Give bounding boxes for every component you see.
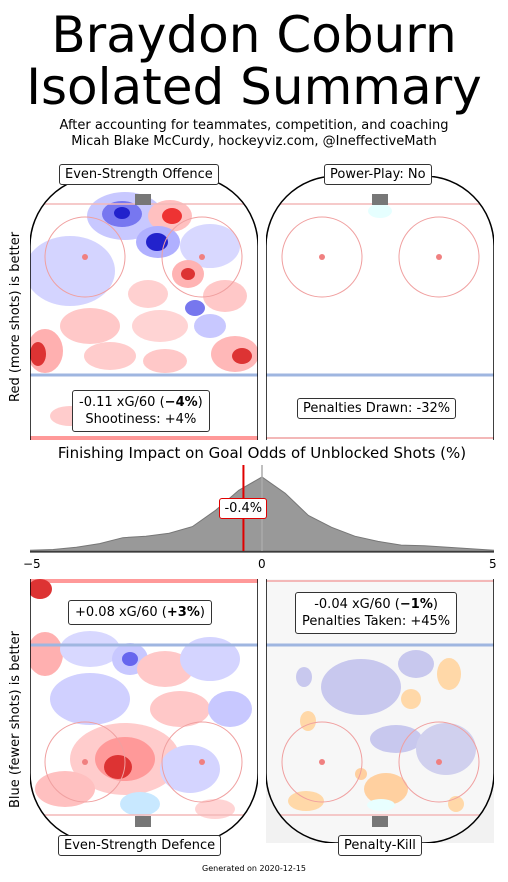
subtitle-line-2: Micah Blake McCurdy, hockeyviz.com, @Ine… bbox=[71, 134, 437, 149]
es-offence-rink bbox=[30, 176, 258, 440]
penalty-kill-xg-suffix: ) bbox=[432, 597, 438, 612]
pk-heat-blobs bbox=[288, 650, 476, 812]
penalty-kill-xg-prefix: -0.04 xG/60 ( bbox=[314, 597, 400, 612]
page-title-line-1: Braydon Coburn bbox=[51, 6, 457, 64]
es-defence-xg: +0.08 xG/60 (+3%) bbox=[75, 604, 205, 621]
es-offence-shootiness: Shootiness: +4% bbox=[85, 412, 197, 427]
y-label-bottom: Blue (fewer shots) is better bbox=[8, 631, 23, 808]
penalty-kill-label: Penalty-Kill bbox=[338, 835, 422, 856]
es-offence-xg-suffix: ) bbox=[197, 395, 203, 410]
es-defence-xg-suffix: ) bbox=[199, 605, 205, 620]
penalty-kill-xg-pct: −1% bbox=[399, 597, 433, 612]
power-play-penalties-drawn: Penalties Drawn: -32% bbox=[297, 398, 457, 419]
x-tick-zero: 0 bbox=[258, 557, 266, 571]
es-defence-xg-pct: +3% bbox=[166, 605, 200, 620]
generated-date: Generated on 2020-12-15 bbox=[202, 864, 306, 873]
es-defence-label: Even-Strength Defence bbox=[58, 835, 222, 856]
penalty-kill-stats: -0.04 xG/60 (−1%) Penalties Taken: +45% bbox=[295, 592, 458, 634]
histogram-title: Finishing Impact on Goal Odds of Unblock… bbox=[57, 444, 467, 462]
es-offence-stats: -0.11 xG/60 (−4%) Shootiness: +4% bbox=[72, 390, 210, 432]
defence-heat-blobs bbox=[30, 579, 258, 819]
subtitle-line-1: After accounting for teammates, competit… bbox=[59, 118, 449, 133]
power-play-label: Power-Play: No bbox=[324, 164, 432, 185]
es-offence-label: Even-Strength Offence bbox=[59, 164, 219, 185]
x-tick-max: 5 bbox=[489, 557, 497, 571]
es-offence-xg-prefix: -0.11 xG/60 ( bbox=[79, 395, 165, 410]
es-defence-stats: +0.08 xG/60 (+3%) bbox=[68, 600, 212, 625]
penalty-kill-penalties-taken: Penalties Taken: +45% bbox=[302, 614, 451, 629]
es-offence-xg: -0.11 xG/60 (−4%) bbox=[79, 394, 203, 411]
y-label-top: Red (more shots) is better bbox=[8, 231, 23, 402]
es-offence-xg-pct: −4% bbox=[164, 395, 198, 410]
player-value-label: -0.4% bbox=[219, 498, 268, 519]
offence-heat-blobs bbox=[30, 192, 258, 440]
penalty-kill-xg: -0.04 xG/60 (−1%) bbox=[302, 596, 450, 613]
power-play-rink bbox=[266, 176, 494, 440]
page-title-line-2: Isolated Summary bbox=[26, 58, 482, 116]
es-defence-xg-prefix: +0.08 xG/60 ( bbox=[75, 605, 167, 620]
x-tick-min: −5 bbox=[23, 557, 41, 571]
